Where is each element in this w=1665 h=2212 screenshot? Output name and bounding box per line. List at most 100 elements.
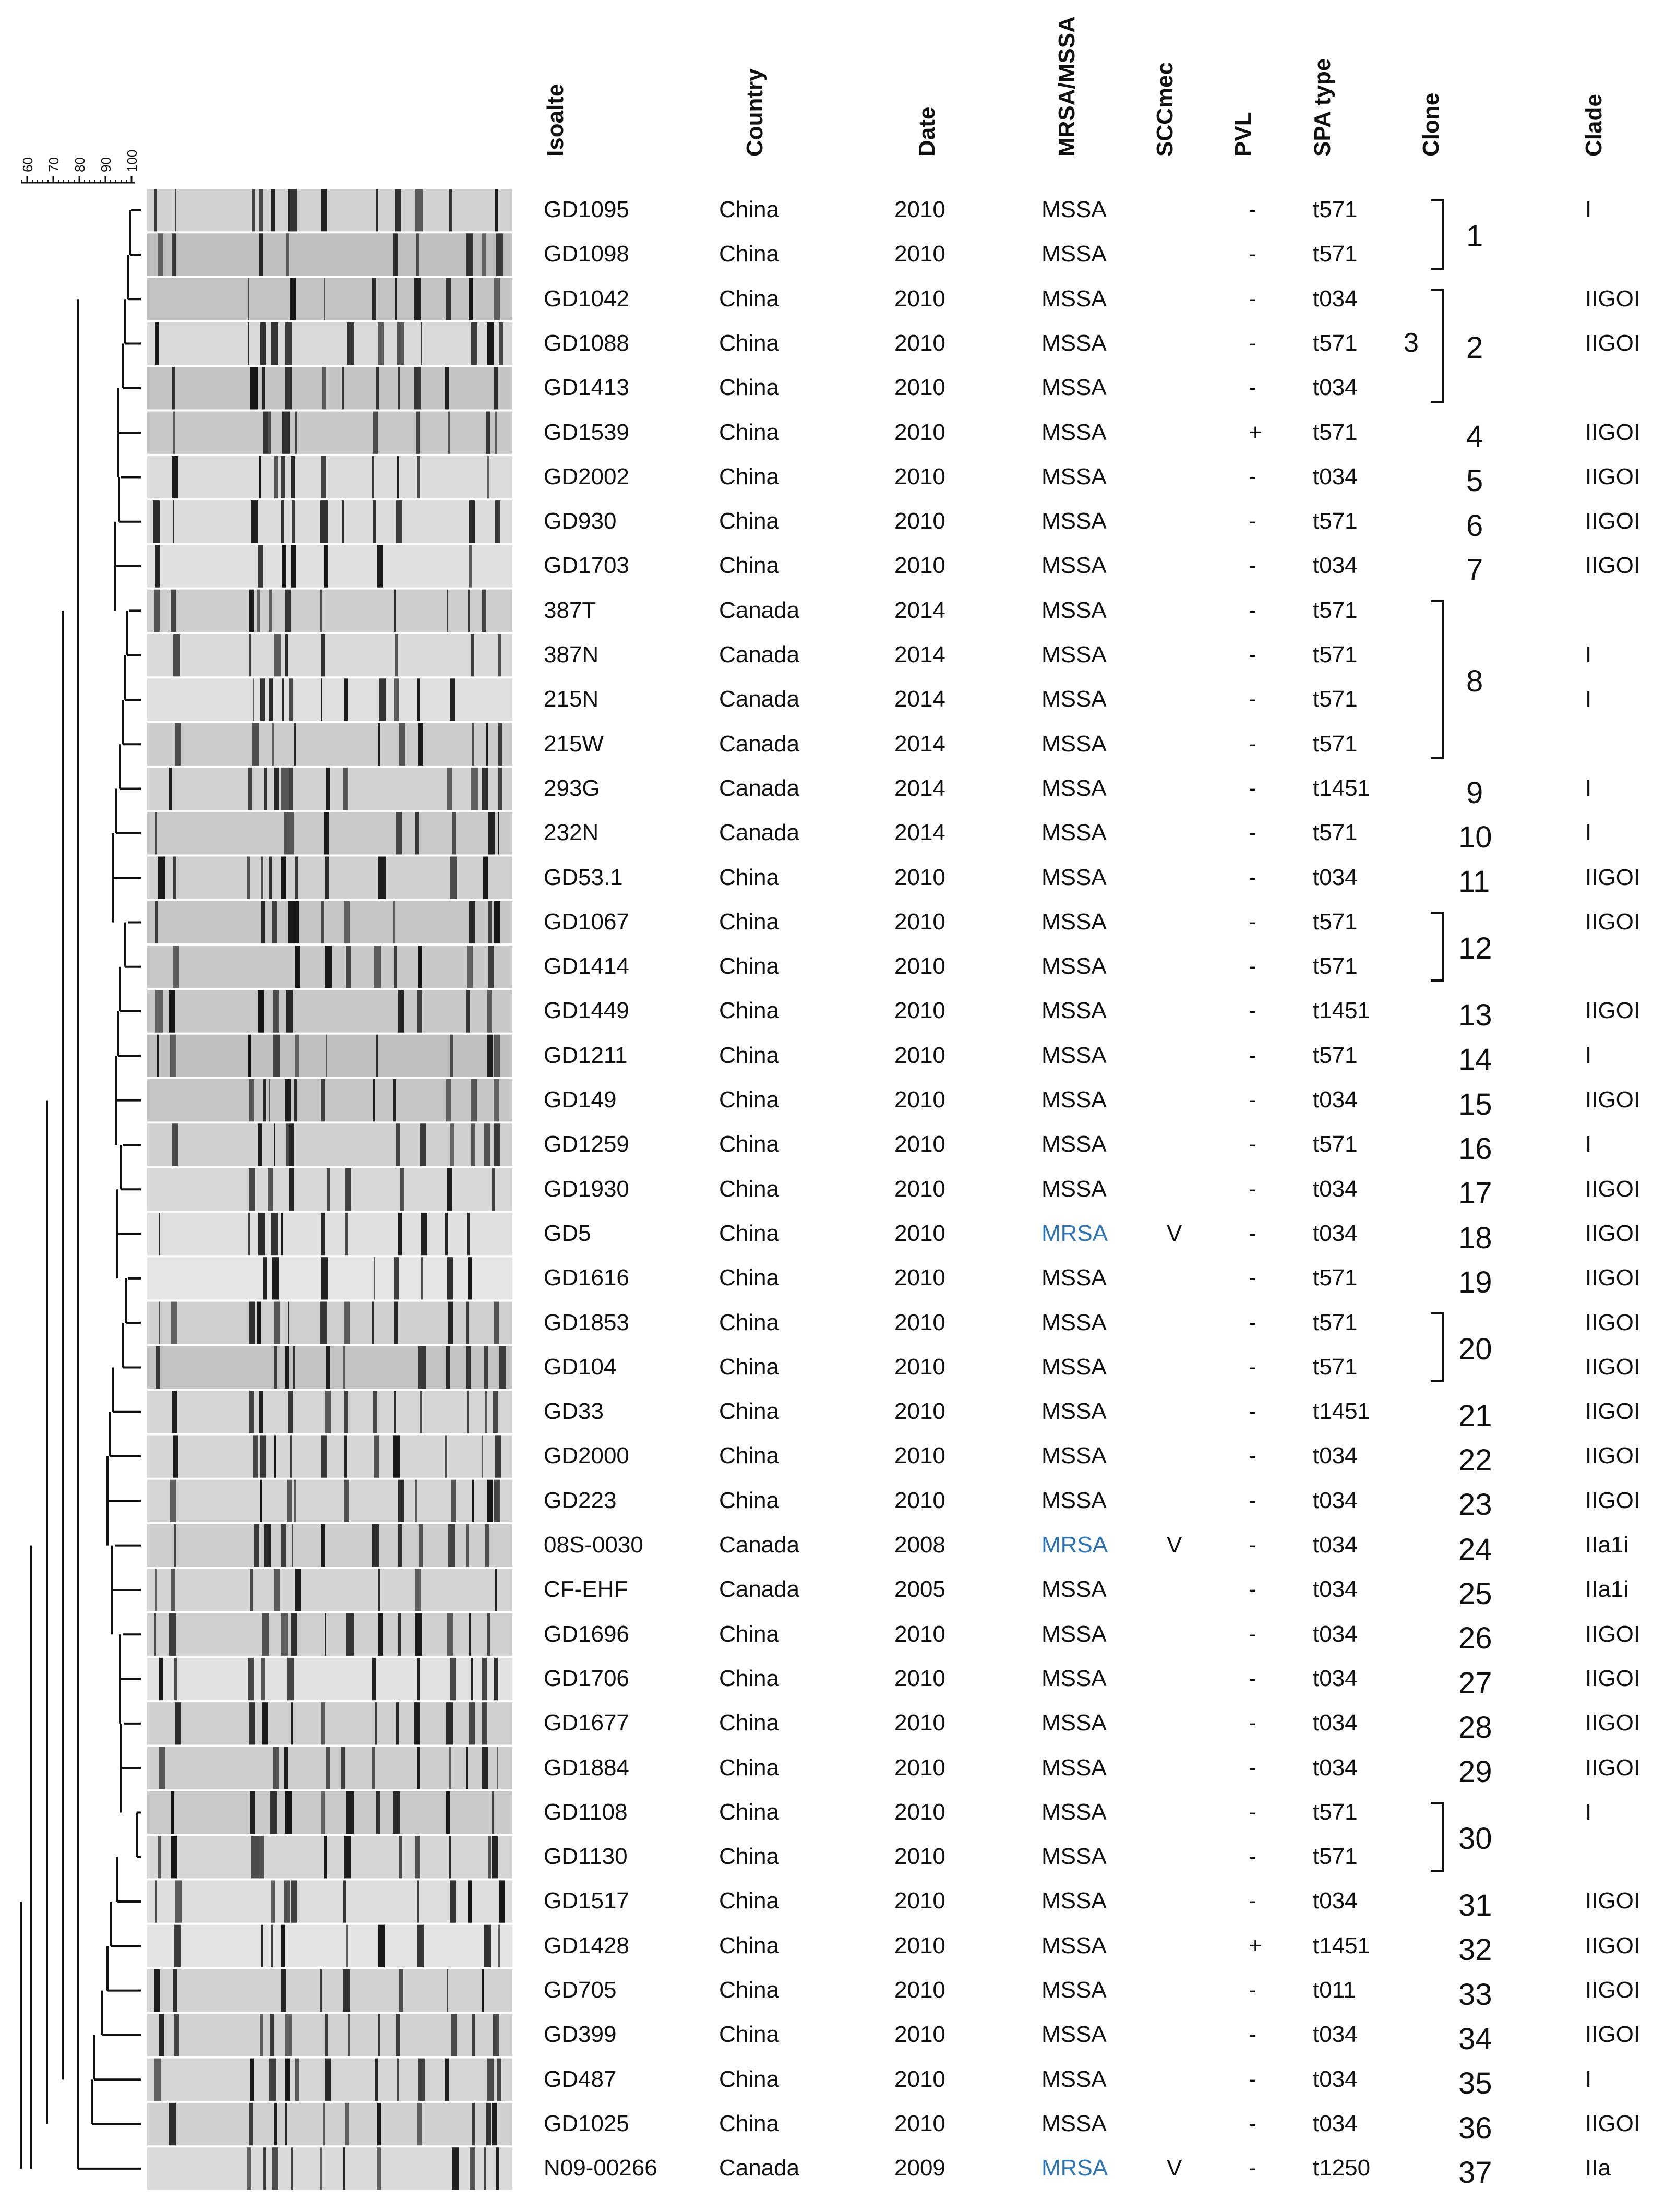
date-cell: 2010 — [894, 864, 945, 890]
table-row: GD1259 China 2010 MSSA - t571 I — [0, 1122, 1665, 1166]
table-row: GD1414 China 2010 MSSA - t571 — [0, 944, 1665, 988]
pvl-cell: - — [1249, 1176, 1256, 1202]
country-cell: China — [719, 1087, 779, 1113]
spa-type-cell: t034 — [1313, 1087, 1358, 1113]
pvl-cell: - — [1249, 1042, 1256, 1068]
country-cell: China — [719, 419, 779, 445]
status-cell: MSSA — [1041, 553, 1107, 579]
clone-number: 10 — [1458, 820, 1492, 854]
spa-type-cell: t034 — [1313, 1665, 1358, 1691]
status-cell: MSSA — [1041, 953, 1107, 979]
pvl-cell: - — [1249, 1977, 1256, 2003]
country-cell: China — [719, 1220, 779, 1246]
gel-lane — [147, 990, 512, 1033]
table-row: GD1098 China 2010 MSSA - t571 — [0, 232, 1665, 276]
spa-type-cell: t034 — [1313, 1532, 1358, 1558]
clade-cell: IIGOI — [1585, 1220, 1640, 1246]
gel-lane — [147, 1747, 512, 1789]
spa-type-cell: t571 — [1313, 1844, 1358, 1870]
subclone-label: 3 — [1404, 327, 1419, 358]
spa-type-cell: t034 — [1313, 2066, 1358, 2092]
status-cell: MSSA — [1041, 597, 1107, 623]
country-cell: China — [719, 1977, 779, 2003]
pvl-cell: - — [1249, 508, 1256, 534]
country-cell: China — [719, 953, 779, 979]
pvl-cell: - — [1249, 1354, 1256, 1380]
date-cell: 2010 — [894, 1621, 945, 1647]
gel-lane — [147, 322, 512, 365]
spa-type-cell: t034 — [1313, 1220, 1358, 1246]
status-cell: MSSA — [1041, 1042, 1107, 1068]
table-row: GD1211 China 2010 MSSA - t571 I — [0, 1034, 1665, 1078]
country-cell: China — [719, 463, 779, 489]
status-cell: MSSA — [1041, 1710, 1107, 1736]
clade-cell: IIGOI — [1585, 463, 1640, 489]
clade-cell: I — [1585, 686, 1592, 712]
spa-type-cell: t1451 — [1313, 998, 1371, 1024]
gel-lane — [147, 2014, 512, 2056]
status-cell: MSSA — [1041, 1799, 1107, 1825]
gel-lane — [147, 1924, 512, 1967]
isolate-cell: GD1025 — [544, 2110, 629, 2136]
gel-lane — [147, 1212, 512, 1256]
date-cell: 2010 — [894, 463, 945, 489]
table-row: GD1067 China 2010 MSSA - t571 IIGOI — [0, 900, 1665, 944]
table-row: GD1108 China 2010 MSSA - t571 I — [0, 1790, 1665, 1834]
table-row: 232N Canada 2014 MSSA - t571 I — [0, 811, 1665, 855]
table-row: GD53.1 China 2010 MSSA - t034 IIGOI — [0, 856, 1665, 900]
clone-number: 33 — [1458, 1977, 1492, 2012]
isolate-cell: GD1414 — [544, 953, 629, 979]
pvl-cell: - — [1249, 285, 1256, 312]
country-cell: Canada — [719, 1532, 800, 1558]
clone-number: 21 — [1458, 1398, 1492, 1433]
table-row: GD5 China 2010 MRSA V - t034 IIGOI — [0, 1212, 1665, 1256]
country-cell: China — [719, 1131, 779, 1157]
gel-lane — [147, 589, 512, 632]
spa-type-cell: t011 — [1313, 1977, 1356, 2003]
spa-type-cell: t571 — [1313, 953, 1358, 979]
clade-cell: IIGOI — [1585, 1710, 1640, 1736]
table-row: GD1130 China 2010 MSSA - t571 — [0, 1835, 1665, 1879]
country-cell: China — [719, 2066, 779, 2092]
date-cell: 2010 — [894, 375, 945, 401]
date-cell: 2010 — [894, 1309, 945, 1335]
pvl-cell: - — [1249, 2110, 1256, 2136]
date-cell: 2010 — [894, 1977, 945, 2003]
gel-lane — [147, 1524, 512, 1567]
clone-number: 22 — [1458, 1443, 1492, 1478]
pvl-cell: - — [1249, 731, 1256, 757]
status-cell: MSSA — [1041, 1932, 1107, 1958]
spa-type-cell: t1250 — [1313, 2155, 1371, 2181]
clone-number: 4 — [1466, 420, 1483, 454]
status-cell: MSSA — [1041, 731, 1107, 757]
isolate-cell: GD1088 — [544, 330, 629, 356]
gel-lane — [147, 1836, 512, 1879]
table-row: 08S-0030 Canada 2008 MRSA V - t034 IIa1i — [0, 1523, 1665, 1567]
country-cell: China — [719, 1398, 779, 1425]
date-cell: 2010 — [894, 419, 945, 445]
isolate-cell: GD1884 — [544, 1754, 629, 1780]
spa-type-cell: t034 — [1313, 2022, 1358, 2048]
date-cell: 2010 — [894, 1932, 945, 1958]
country-cell: Canada — [719, 731, 800, 757]
isolate-cell: GD5 — [544, 1220, 591, 1246]
gel-lane — [147, 233, 512, 276]
table-row: GD930 China 2010 MSSA - t571 IIGOI — [0, 499, 1665, 543]
table-row: 387N Canada 2014 MSSA - t571 I — [0, 633, 1665, 677]
clade-cell: IIGOI — [1585, 419, 1640, 445]
table-row: GD104 China 2010 MSSA - t571 IIGOI — [0, 1345, 1665, 1389]
gel-lane — [147, 1034, 512, 1077]
pvl-cell: - — [1249, 1576, 1256, 1603]
clone-bracket — [1431, 288, 1444, 403]
date-cell: 2010 — [894, 1799, 945, 1825]
date-cell: 2010 — [894, 1844, 945, 1870]
table-row: GD1853 China 2010 MSSA - t571 IIGOI — [0, 1301, 1665, 1345]
spa-type-cell: t571 — [1313, 508, 1358, 534]
date-cell: 2010 — [894, 285, 945, 312]
country-cell: China — [719, 998, 779, 1024]
spa-type-cell: t1451 — [1313, 775, 1371, 801]
clone-bracket — [1431, 911, 1444, 982]
country-cell: China — [719, 1443, 779, 1469]
table-row: 215N Canada 2014 MSSA - t571 I — [0, 677, 1665, 721]
status-cell: MSSA — [1041, 1443, 1107, 1469]
